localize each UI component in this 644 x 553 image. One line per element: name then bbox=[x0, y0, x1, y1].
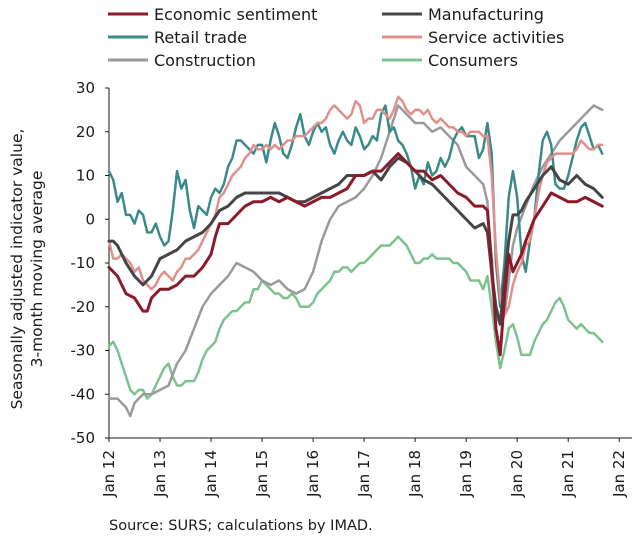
legend: Economic sentiment Manufacturing Retail tr… bbox=[108, 5, 564, 70]
y-tick-label: -40 bbox=[71, 385, 96, 403]
y-tick-label: -30 bbox=[71, 342, 96, 360]
x-tick-label: Jan 18 bbox=[406, 450, 424, 498]
series-line-economic-sentiment bbox=[107, 152, 604, 357]
x-tick-label: Jan 15 bbox=[253, 450, 271, 498]
legend-label-economic-sentiment: Economic sentiment bbox=[154, 5, 317, 24]
series-line-construction bbox=[107, 104, 604, 418]
x-tick-label: Jan 13 bbox=[151, 450, 169, 498]
x-tick-label: Jan 19 bbox=[457, 450, 475, 498]
x-tick-label: Jan 12 bbox=[100, 450, 118, 498]
y-axis-title: Seasonally adjusted indicator value, 3-mo… bbox=[8, 129, 46, 410]
legend-label-construction: Construction bbox=[154, 51, 256, 70]
x-tick-label: Jan 21 bbox=[559, 450, 577, 498]
legend-label-service-activities: Service activities bbox=[428, 28, 564, 47]
y-tick-label: 30 bbox=[76, 79, 95, 97]
y-tick-label: -50 bbox=[71, 429, 96, 447]
y-axis-title-line: 3-month moving average bbox=[28, 171, 46, 368]
y-tick-label: -20 bbox=[71, 298, 96, 316]
legend-label-consumers: Consumers bbox=[428, 51, 518, 70]
series-line-consumers bbox=[107, 235, 604, 400]
series-line-retail-trade bbox=[107, 104, 604, 308]
y-axis-title-line: Seasonally adjusted indicator value, bbox=[8, 129, 26, 410]
x-tick-label: Jan 22 bbox=[610, 450, 628, 498]
source-note: Source: SURS; calculations by IMAD. bbox=[109, 518, 373, 534]
legend-label-retail-trade: Retail trade bbox=[154, 28, 247, 47]
y-tick-label: -10 bbox=[71, 254, 96, 272]
y-tick-label: 10 bbox=[76, 167, 95, 185]
legend-label-manufacturing: Manufacturing bbox=[428, 5, 544, 24]
y-tick-label: 0 bbox=[85, 210, 95, 228]
series-line-service-activities bbox=[107, 95, 604, 317]
y-axis: -50 -40 -30 -20 -10 0 10 20 30 bbox=[71, 79, 110, 447]
x-tick-label: Jan 16 bbox=[304, 450, 322, 498]
x-tick-label: Jan 14 bbox=[202, 450, 220, 498]
y-tick-label: 20 bbox=[76, 123, 95, 141]
x-tick-label: Jan 20 bbox=[508, 450, 526, 498]
series-layer bbox=[107, 95, 604, 418]
x-axis: Jan 12 Jan 13 Jan 14 Jan 15 Jan 16 Jan 17 Jan … bbox=[100, 437, 632, 498]
x-tick-label: Jan 17 bbox=[355, 450, 373, 498]
